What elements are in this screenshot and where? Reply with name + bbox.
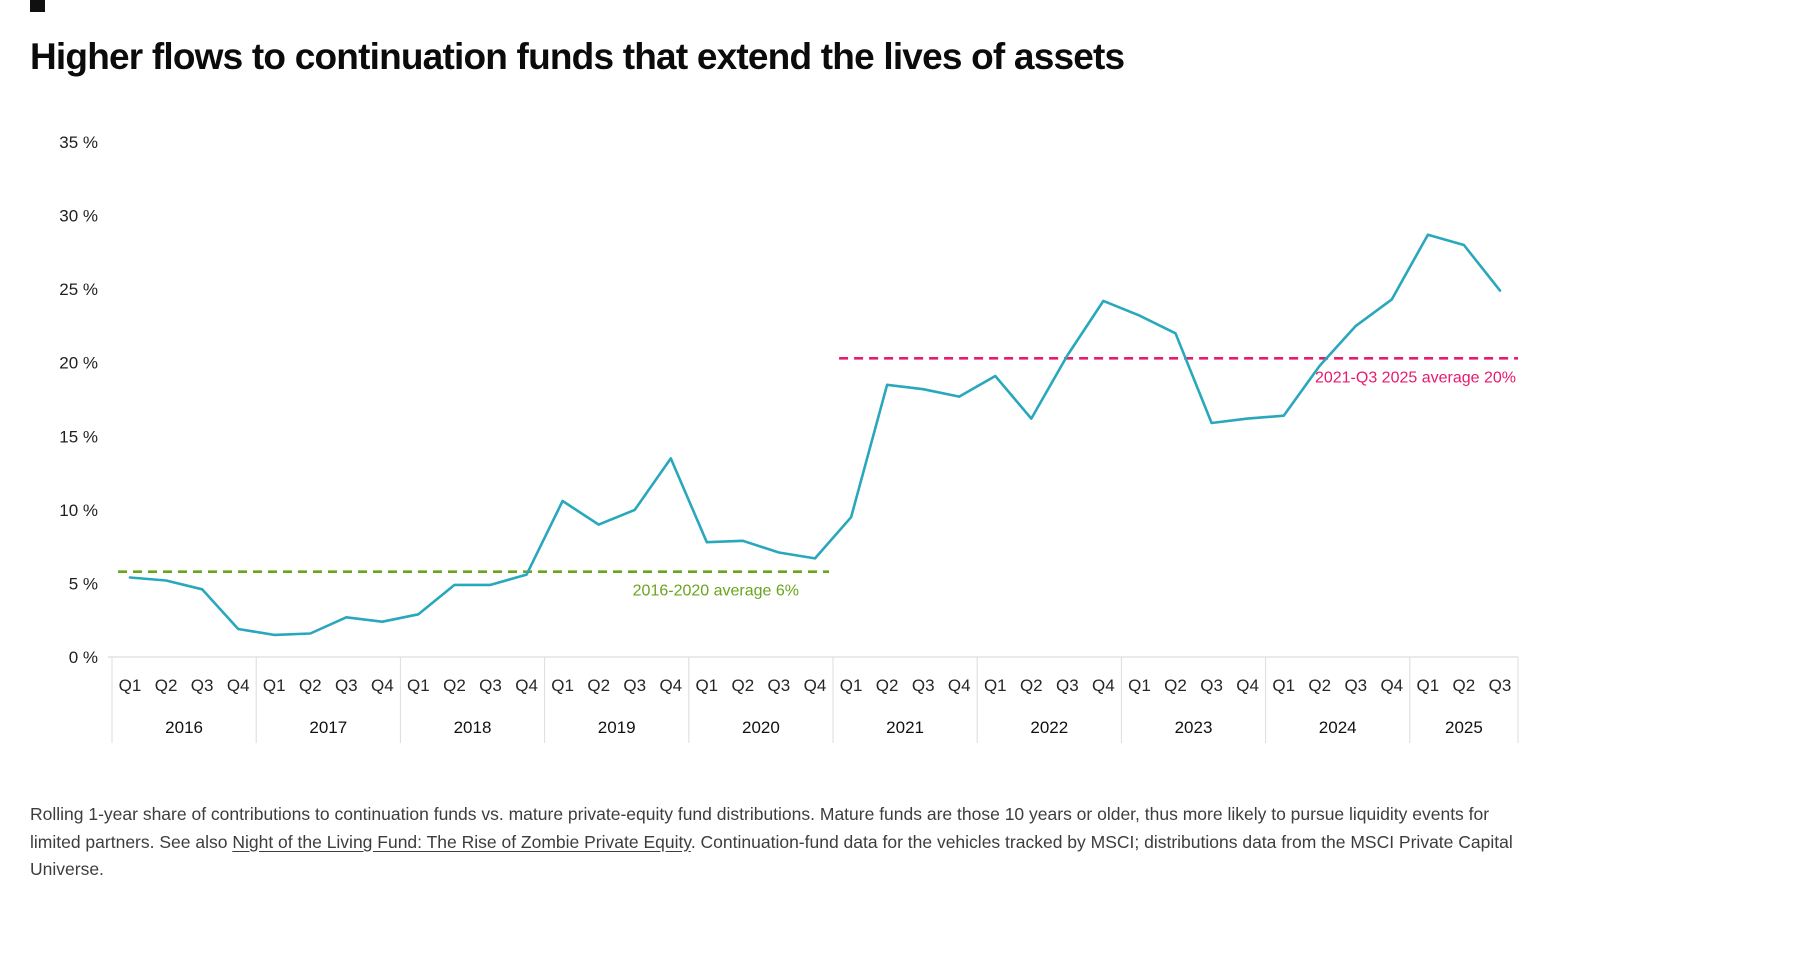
x-tick-quarter: Q2 xyxy=(876,676,899,695)
y-tick-label: 30 % xyxy=(59,207,98,226)
x-tick-year: 2016 xyxy=(165,718,203,737)
x-tick-year: 2024 xyxy=(1319,718,1357,737)
x-tick-quarter: Q1 xyxy=(1128,676,1151,695)
x-tick-quarter: Q3 xyxy=(623,676,646,695)
average-label: 2021-Q3 2025 average 20% xyxy=(1315,369,1516,386)
x-tick-quarter: Q2 xyxy=(299,676,322,695)
x-tick-quarter: Q3 xyxy=(335,676,358,695)
y-tick-label: 20 % xyxy=(59,354,98,373)
footnote-text-before: Rolling 1-year share of contributions to… xyxy=(30,804,1490,852)
x-tick-quarter: Q2 xyxy=(732,676,755,695)
x-tick-quarter: Q2 xyxy=(1308,676,1331,695)
line-chart: Q1 Q2 Q3 Q4 2016 Q1 Q2 Q3 Q4 2017 Q1 Q2 Q3 Q4 2018 Q1 Q2… xyxy=(59,133,1519,743)
x-tick-quarter: Q1 xyxy=(1272,676,1295,695)
x-tick-quarter: Q2 xyxy=(587,676,610,695)
x-tick-quarter: Q1 xyxy=(407,676,430,695)
y-tick-label: 5 % xyxy=(69,574,98,593)
x-tick-quarter: Q2 xyxy=(1164,676,1187,695)
x-tick-year: 2021 xyxy=(886,718,924,737)
x-tick-quarter: Q4 xyxy=(515,676,538,695)
x-tick-quarter: Q2 xyxy=(443,676,466,695)
x-tick-quarter: Q3 xyxy=(1200,676,1223,695)
x-tick-quarter: Q4 xyxy=(659,676,682,695)
x-tick-quarter: Q1 xyxy=(840,676,863,695)
x-tick-quarter: Q2 xyxy=(1020,676,1043,695)
x-tick-quarter: Q4 xyxy=(371,676,394,695)
footnote-link[interactable]: Night of the Living Fund: The Rise of Zo… xyxy=(232,831,691,852)
x-tick-quarter: Q1 xyxy=(1417,676,1440,695)
y-tick-label: 35 % xyxy=(59,133,98,152)
x-tick-quarter: Q4 xyxy=(1092,676,1115,695)
x-tick-year: 2018 xyxy=(454,718,492,737)
footnote-text-after: . Continuation-fund data for the vehicle… xyxy=(30,831,1513,880)
average-label: 2016-2020 average 6% xyxy=(633,583,799,600)
x-tick-quarter: Q1 xyxy=(551,676,574,695)
y-tick-label: 15 % xyxy=(59,427,98,446)
x-tick-quarter: Q4 xyxy=(227,676,250,695)
x-tick-quarter: Q3 xyxy=(768,676,791,695)
x-tick-quarter: Q4 xyxy=(948,676,971,695)
x-tick-year: 2023 xyxy=(1175,718,1213,737)
x-tick-quarter: Q3 xyxy=(1489,676,1512,695)
chart-container: Q1 Q2 Q3 Q4 2016 Q1 Q2 Q3 Q4 2017 Q1 Q2 Q3 Q4 2018 Q1 Q2… xyxy=(30,112,1522,757)
x-tick-year: 2017 xyxy=(309,718,347,737)
x-tick-quarter: Q3 xyxy=(191,676,214,695)
x-tick-year: 2020 xyxy=(742,718,780,737)
footnote: Rolling 1-year share of contributions to… xyxy=(30,801,1522,884)
series-line xyxy=(128,233,1502,637)
x-tick-quarter: Q3 xyxy=(479,676,502,695)
x-tick-year: 2022 xyxy=(1030,718,1068,737)
x-tick-year: 2019 xyxy=(598,718,636,737)
y-tick-label: 0 % xyxy=(69,648,98,667)
x-tick-quarter: Q3 xyxy=(1344,676,1367,695)
x-tick-quarter: Q1 xyxy=(984,676,1007,695)
x-tick-quarter: Q2 xyxy=(155,676,178,695)
page-title: Higher flows to continuation funds that … xyxy=(30,36,1125,77)
x-tick-quarter: Q4 xyxy=(804,676,827,695)
x-tick-quarter: Q4 xyxy=(1380,676,1403,695)
x-tick-quarter: Q1 xyxy=(695,676,718,695)
y-tick-label: 25 % xyxy=(59,280,98,299)
x-tick-quarter: Q3 xyxy=(1056,676,1079,695)
x-tick-year: 2025 xyxy=(1445,718,1483,737)
page: Higher flows to continuation funds that … xyxy=(30,36,1522,884)
x-tick-quarter: Q3 xyxy=(912,676,935,695)
x-tick-quarter: Q1 xyxy=(263,676,286,695)
x-tick-quarter: Q4 xyxy=(1236,676,1259,695)
x-tick-quarter: Q1 xyxy=(119,676,142,695)
logo-mark xyxy=(30,0,45,12)
y-tick-label: 10 % xyxy=(59,501,98,520)
x-tick-quarter: Q2 xyxy=(1453,676,1476,695)
